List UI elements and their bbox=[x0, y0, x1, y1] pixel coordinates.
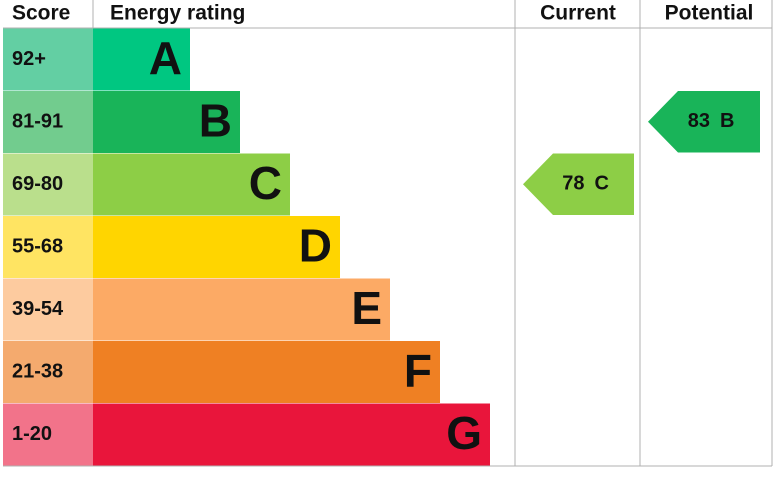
score-label: 39-54 bbox=[12, 298, 64, 320]
rating-bar bbox=[93, 341, 440, 403]
score-label: 21-38 bbox=[12, 361, 63, 383]
current-score: 78 bbox=[562, 173, 584, 195]
score-label: 69-80 bbox=[12, 173, 63, 195]
rating-bar bbox=[93, 28, 190, 91]
potential-rating: B bbox=[720, 110, 734, 132]
rating-bar bbox=[93, 216, 340, 278]
score-label: 1-20 bbox=[12, 423, 52, 445]
header: Score bbox=[12, 2, 70, 25]
score-cell bbox=[3, 341, 93, 403]
rating-letter: A bbox=[149, 32, 182, 84]
score-cell bbox=[3, 216, 93, 278]
score-cell bbox=[3, 91, 93, 153]
rating-letter: D bbox=[299, 219, 332, 271]
potential-arrow bbox=[648, 91, 760, 153]
rating-letter: E bbox=[351, 282, 382, 334]
header: Potential bbox=[665, 2, 754, 25]
score-label: 92+ bbox=[12, 48, 46, 70]
score-cell bbox=[3, 278, 93, 341]
rating-letter: G bbox=[446, 407, 482, 459]
score-cell bbox=[3, 403, 93, 466]
header: Current bbox=[540, 2, 616, 25]
score-label: 81-91 bbox=[12, 111, 63, 133]
current-rating: C bbox=[595, 173, 609, 195]
rating-letter: B bbox=[199, 94, 232, 146]
header: Energy rating bbox=[110, 2, 245, 25]
rating-bar bbox=[93, 403, 490, 466]
rating-letter: C bbox=[249, 157, 282, 209]
score-label: 55-68 bbox=[12, 236, 63, 258]
rating-bar bbox=[93, 91, 240, 153]
score-cell bbox=[3, 28, 93, 91]
potential-score: 83 bbox=[688, 110, 710, 132]
rating-letter: F bbox=[404, 344, 432, 396]
rating-bar bbox=[93, 153, 290, 216]
current-arrow bbox=[523, 153, 634, 215]
score-cell bbox=[3, 153, 93, 216]
rating-bar bbox=[93, 278, 390, 341]
